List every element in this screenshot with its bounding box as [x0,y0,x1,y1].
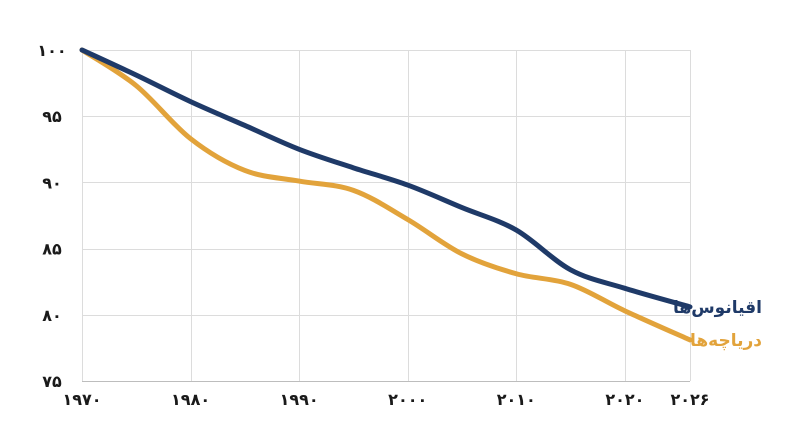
y-axis-ticks: ۷۵ ۸۰ ۸۵ ۹۰ ۹۵ ۱۰۰ [37,41,66,391]
x-tick-label: ۱۹۸۰ [171,390,210,409]
x-tick-label: ۲۰۱۰ [497,390,536,409]
y-tick-label: ۸۰ [42,306,62,325]
grid [82,50,691,382]
x-axis-ticks: ۱۹۷۰ ۱۹۸۰ ۱۹۹۰ ۲۰۰۰ ۲۰۱۰ ۲۰۲۰ ۲۰۲۶ [62,390,709,409]
y-tick-label: ۹۵ [42,107,62,126]
series-line-1 [79,47,693,343]
series-labels: اقیانوس‌ها دریاچه‌ها [673,298,762,351]
x-tick-label: ۲۰۰۰ [388,390,427,409]
y-tick-label: ۷۵ [42,372,62,391]
x-tick-label: ۲۰۲۰ [605,390,644,409]
x-tick-label: ۲۰۲۶ [670,390,709,409]
y-tick-label: ۹۰ [42,173,62,192]
x-tick-label: ۱۹۷۰ [62,390,101,409]
y-tick-label: ۸۵ [42,240,62,259]
series-line-0 [79,47,693,310]
x-tick-label: ۱۹۹۰ [280,390,319,409]
series-label-1: دریاچه‌ها [690,331,762,351]
series-label-0: اقیانوس‌ها [673,298,762,318]
series-lines [79,47,693,343]
y-tick-label: ۱۰۰ [37,41,66,60]
